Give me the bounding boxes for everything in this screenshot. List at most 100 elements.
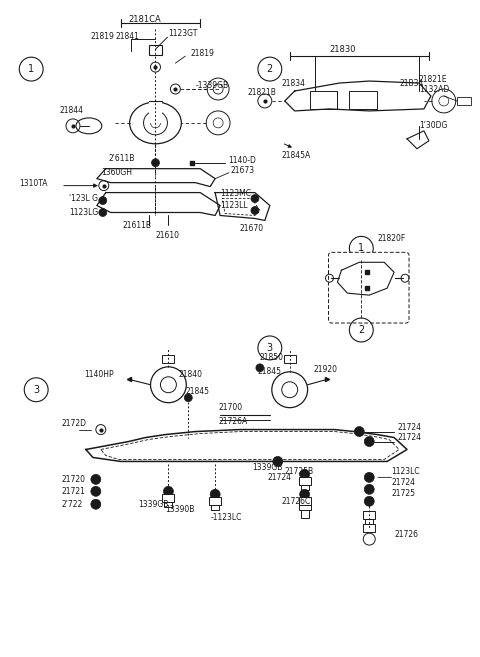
Bar: [299, 497, 311, 505]
Bar: [310, 91, 337, 109]
Bar: [209, 497, 221, 505]
Text: 21720: 21720: [61, 475, 85, 484]
Circle shape: [300, 469, 310, 480]
Text: 21725B: 21725B: [285, 467, 314, 476]
Text: 21726: 21726: [394, 530, 418, 539]
Circle shape: [273, 457, 283, 466]
Circle shape: [354, 426, 364, 436]
Circle shape: [256, 364, 264, 372]
Text: 21726C: 21726C: [282, 497, 311, 506]
Ellipse shape: [130, 102, 181, 144]
Text: 1123MC: 1123MC: [220, 189, 251, 198]
Text: 21821B: 21821B: [248, 89, 277, 97]
Text: 2ʹ611B: 2ʹ611B: [109, 154, 135, 163]
Text: 1123LG: 1123LG: [69, 208, 98, 217]
Circle shape: [364, 436, 374, 447]
Text: 1123LC: 1123LC: [391, 467, 420, 476]
Text: 3: 3: [33, 385, 39, 395]
FancyBboxPatch shape: [328, 252, 409, 323]
Bar: [300, 486, 309, 490]
Text: 21610: 21610: [156, 231, 180, 240]
Text: 21670: 21670: [240, 224, 264, 233]
Text: 21850: 21850: [260, 353, 284, 363]
Bar: [457, 97, 471, 105]
Text: 21700: 21700: [218, 403, 242, 412]
Circle shape: [251, 194, 259, 202]
Text: 21819: 21819: [190, 49, 214, 58]
Text: 21821E: 21821E: [419, 74, 447, 83]
Text: 21721: 21721: [61, 487, 85, 496]
Text: 1ʹ30DG: 1ʹ30DG: [419, 122, 447, 130]
Bar: [148, 45, 162, 55]
Text: 1: 1: [358, 243, 364, 254]
Bar: [165, 502, 172, 507]
Circle shape: [91, 486, 101, 496]
Text: 1360GH: 1360GH: [101, 168, 132, 177]
Text: 21840: 21840: [179, 371, 203, 379]
Text: 21611B: 21611B: [123, 221, 152, 230]
Text: 1310TA: 1310TA: [19, 179, 48, 188]
Text: 2181CA: 2181CA: [129, 15, 161, 24]
Text: 21920: 21920: [313, 365, 337, 374]
Circle shape: [91, 474, 101, 484]
Text: -1339GB: -1339GB: [195, 81, 228, 89]
Circle shape: [164, 486, 173, 496]
Bar: [162, 355, 174, 363]
Circle shape: [210, 489, 220, 499]
Text: 2: 2: [358, 325, 364, 335]
Bar: [148, 101, 162, 123]
Text: 21830: 21830: [329, 45, 356, 54]
Text: 21724: 21724: [397, 423, 421, 432]
Text: 21724: 21724: [268, 473, 292, 482]
Ellipse shape: [76, 118, 102, 134]
Bar: [300, 510, 309, 518]
Text: 2: 2: [267, 64, 273, 74]
Text: 21724: 21724: [391, 478, 415, 487]
Text: 1123GT: 1123GT: [168, 29, 198, 37]
Text: 1339GB: 1339GB: [252, 463, 282, 472]
Bar: [299, 505, 311, 510]
Text: 21B34: 21B34: [399, 79, 423, 87]
Text: 1140-D: 1140-D: [228, 156, 256, 165]
Text: 1132AD: 1132AD: [419, 85, 449, 93]
Text: 1339GB: 1339GB: [139, 500, 169, 509]
Text: 21819: 21819: [91, 32, 115, 41]
Circle shape: [300, 489, 310, 499]
Circle shape: [152, 159, 159, 167]
Circle shape: [251, 206, 259, 214]
Text: 2ʹ722: 2ʹ722: [61, 500, 82, 509]
Text: -1123LC: -1123LC: [210, 512, 241, 522]
Circle shape: [99, 196, 107, 204]
Text: '123L G: '123L G: [69, 194, 98, 203]
Text: 21844: 21844: [59, 106, 83, 116]
Bar: [284, 355, 296, 363]
Circle shape: [184, 394, 192, 401]
Text: 1: 1: [28, 64, 34, 74]
Text: 21845: 21845: [185, 387, 209, 396]
Bar: [299, 478, 311, 486]
Text: 13390B: 13390B: [166, 505, 195, 514]
Bar: [363, 524, 375, 532]
Text: 1140HP: 1140HP: [84, 371, 114, 379]
Text: 2172D: 2172D: [61, 419, 86, 428]
Bar: [211, 505, 219, 510]
Text: 1123LL: 1123LL: [220, 201, 248, 210]
Text: 3: 3: [267, 343, 273, 353]
Circle shape: [91, 499, 101, 509]
Circle shape: [364, 484, 374, 494]
Circle shape: [99, 208, 107, 216]
Bar: [162, 494, 174, 502]
Bar: [349, 91, 377, 109]
Bar: [365, 519, 373, 524]
Text: 21834: 21834: [282, 79, 306, 87]
Circle shape: [364, 496, 374, 507]
Text: 21845: 21845: [258, 367, 282, 376]
Circle shape: [364, 472, 374, 482]
Text: 21673: 21673: [230, 166, 254, 175]
Text: 21725: 21725: [391, 489, 415, 498]
Text: 21845A: 21845A: [282, 151, 311, 160]
Text: 21820F: 21820F: [377, 234, 406, 243]
Bar: [363, 511, 375, 519]
Text: 21841: 21841: [116, 32, 140, 41]
Text: 21726A: 21726A: [218, 417, 247, 426]
